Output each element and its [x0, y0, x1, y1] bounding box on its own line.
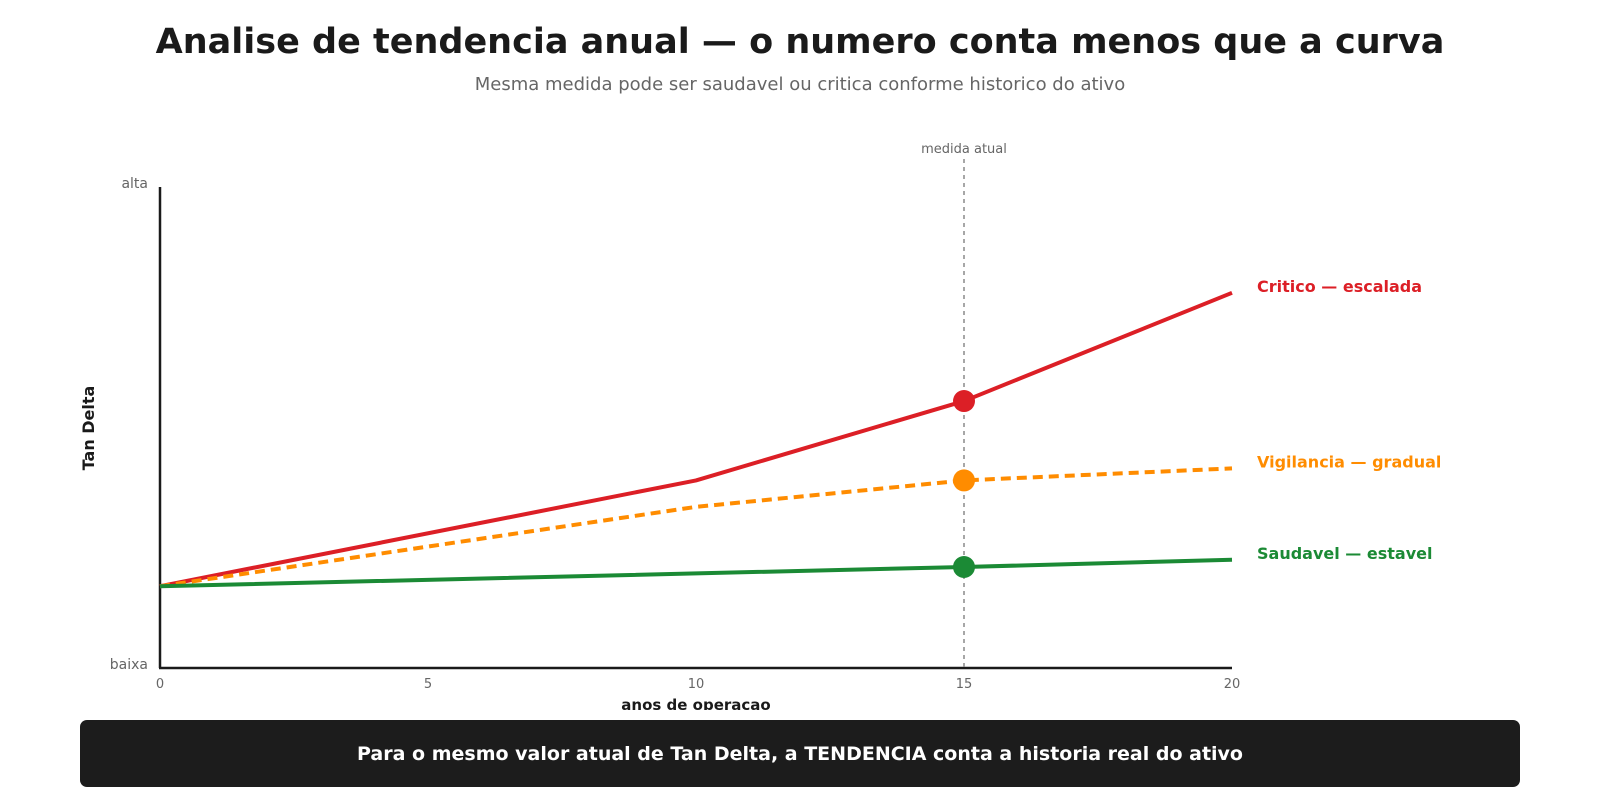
x-tick-label-0: 0 — [156, 677, 164, 692]
y-axis-title: Tan Delta — [79, 386, 98, 471]
series-line-critico — [159, 290, 1233, 589]
x-tick-label-15: 15 — [956, 677, 973, 692]
series-line-vigilancia — [159, 466, 1233, 589]
current-measurement-label: medida atual — [921, 142, 1007, 157]
chart-subtitle: Mesma medida pode ser saudavel ou critic… — [474, 74, 1126, 95]
x-tick-labels: 0 5 10 15 20 — [156, 677, 1240, 692]
conclusion-text: Para o mesmo valor atual de Tan Delta, a… — [357, 742, 1243, 765]
y-low-label: baixa — [110, 657, 148, 673]
current-point-critico — [953, 390, 975, 413]
trend-chart: alta baixa Tan Delta anos de operacao 0 5… — [79, 142, 1441, 710]
current-point-vigilancia — [953, 469, 975, 492]
x-axis-title: anos de operacao — [621, 696, 770, 710]
current-measurement-marker: medida atual — [921, 142, 1007, 668]
x-tick-label-5: 5 — [424, 677, 432, 692]
current-points — [953, 390, 975, 578]
x-tick-label-10: 10 — [688, 677, 705, 692]
x-tick-label-20: 20 — [1224, 677, 1241, 692]
series-label-saudavel: Saudavel — estavel — [1257, 544, 1432, 563]
series-labels: Critico — escalada Vigilancia — gradual Sa… — [1257, 277, 1441, 563]
axes-layer: alta baixa Tan Delta anos de operacao — [79, 176, 1232, 710]
series-label-vigilancia: Vigilancia — gradual — [1257, 452, 1441, 471]
chart-title: Analise de tendencia anual — o numero co… — [155, 22, 1445, 62]
conclusion-banner: Para o mesmo valor atual de Tan Delta, a… — [80, 720, 1520, 787]
series-lines — [159, 290, 1233, 589]
series-label-critico: Critico — escalada — [1257, 277, 1422, 296]
y-high-label: alta — [121, 176, 148, 192]
current-point-saudavel — [953, 555, 975, 578]
